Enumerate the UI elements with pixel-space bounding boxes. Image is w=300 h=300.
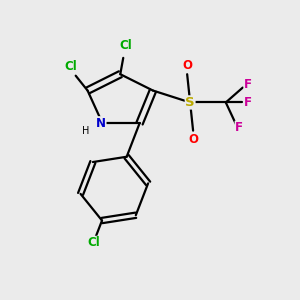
- Text: S: S: [185, 96, 195, 109]
- Text: F: F: [244, 96, 252, 109]
- Text: N: N: [96, 117, 106, 130]
- Text: Cl: Cl: [87, 236, 100, 249]
- Text: Cl: Cl: [65, 60, 78, 73]
- Text: Cl: Cl: [120, 40, 133, 52]
- Text: O: O: [182, 59, 192, 72]
- Text: H: H: [82, 126, 90, 136]
- Text: F: F: [244, 78, 252, 91]
- Text: O: O: [188, 133, 198, 146]
- Text: F: F: [235, 121, 243, 134]
